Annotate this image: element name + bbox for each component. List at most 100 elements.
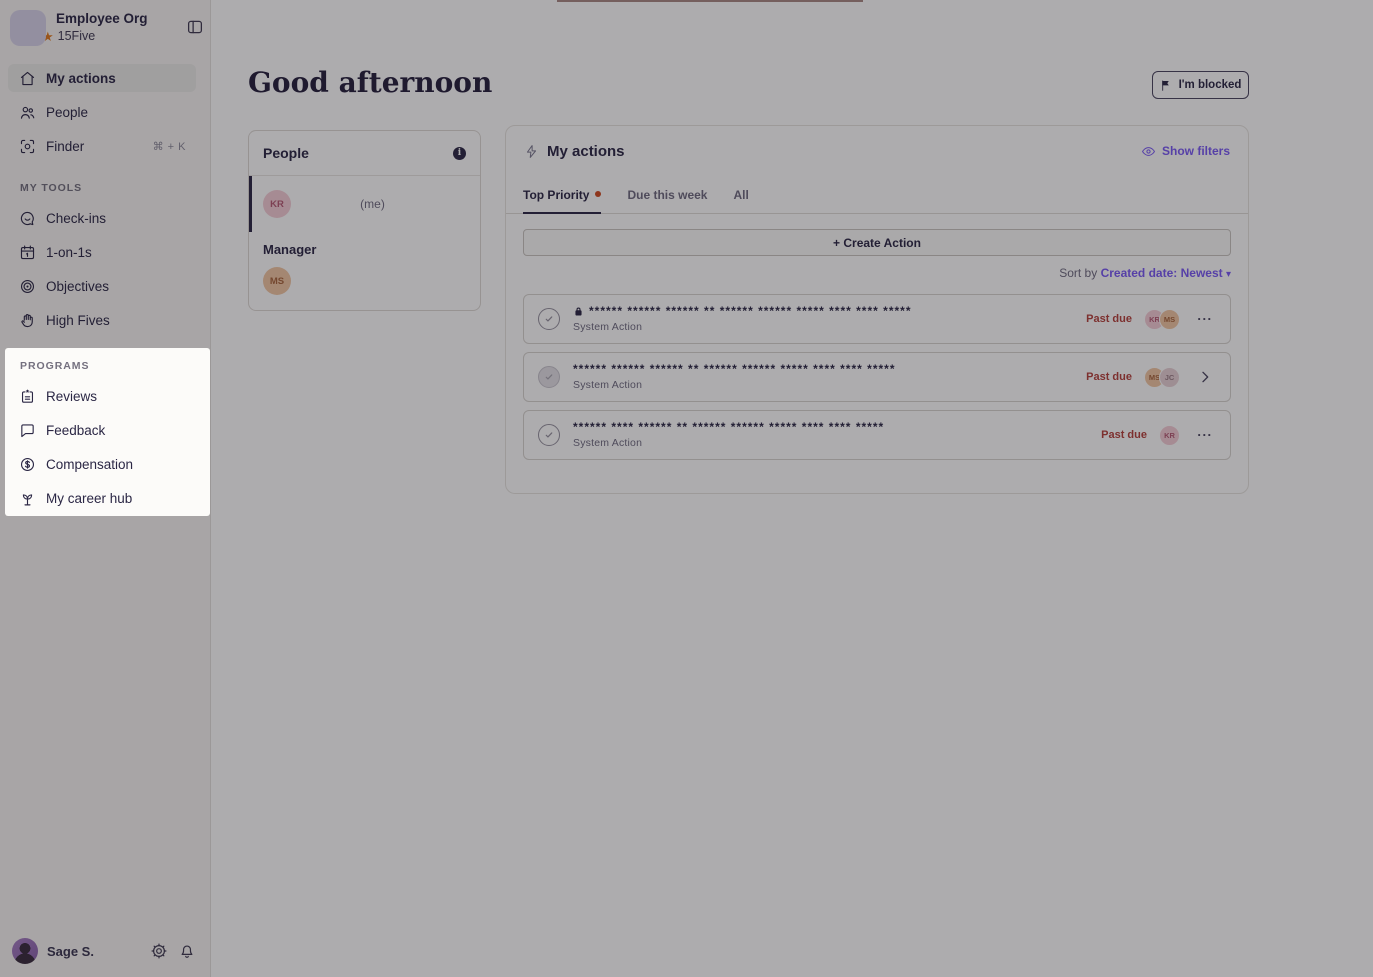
bell-icon[interactable] [178, 942, 196, 960]
sidebar-item-finder[interactable]: Finder ⌘ + K [8, 132, 196, 160]
complete-check-icon[interactable] [538, 366, 560, 388]
my-actions-title: My actions [547, 143, 625, 160]
sidebar: Employee Org ★ 15Five My actions People Fi… [0, 0, 211, 977]
avatar: JC [1159, 366, 1180, 388]
caret-down-icon[interactable]: ▾ [1225, 269, 1231, 280]
compensation-icon [18, 455, 36, 473]
sidebar-item-label: Feedback [46, 422, 106, 438]
assignee-avatars: KR MS [1144, 308, 1180, 330]
action-subtitle: System Action [573, 437, 643, 449]
sidebar-item-label: 1-on-1s [46, 244, 92, 260]
create-action-button[interactable]: + Create Action [523, 229, 1231, 256]
assignee-avatars: MS JC [1144, 366, 1180, 388]
actions-list: ****** ****** ****** ** ****** ****** **… [523, 294, 1231, 468]
complete-check-icon[interactable] [538, 308, 560, 330]
sidebar-item-compensation[interactable]: Compensation [8, 450, 204, 478]
sidebar-item-label: People [46, 104, 89, 120]
feedback-icon [18, 421, 36, 439]
action-row[interactable]: ****** ****** ****** ** ****** ****** **… [523, 294, 1231, 344]
tab-top-priority[interactable]: Top Priority [523, 188, 602, 214]
sidebar-item-reviews[interactable]: Reviews [8, 382, 204, 410]
sidebar-item-label: Check-ins [46, 210, 107, 226]
my-tools-section: MY TOOLS Check-ins 1-on-1s Objectives High … [8, 182, 196, 340]
me-suffix: (me) [360, 197, 385, 211]
show-filters-button[interactable]: Show filters [1141, 144, 1230, 159]
sort-value[interactable]: Created date: Newest [1100, 266, 1223, 280]
finder-icon [18, 137, 36, 155]
avatar: KR [263, 190, 291, 218]
sort-label: Sort by [1059, 266, 1098, 280]
sidebar-item-label: Finder [46, 138, 85, 154]
tab-label: Top Priority [523, 188, 590, 202]
career-hub-icon [18, 489, 36, 507]
due-badge: Past due [1086, 313, 1132, 325]
avatar: MS [1159, 308, 1180, 330]
people-icon [18, 103, 36, 121]
complete-check-icon[interactable] [538, 424, 560, 446]
sidebar-item-label: High Fives [46, 312, 110, 328]
manager-label: Manager [263, 242, 317, 257]
shortcut-hint: ⌘ + K [152, 140, 186, 153]
hand-icon [18, 311, 36, 329]
sidebar-item-my-career-hub[interactable]: My career hub [8, 484, 204, 512]
flag-icon [1160, 79, 1173, 92]
user-avatar[interactable] [12, 938, 38, 964]
info-icon[interactable]: i [453, 146, 466, 160]
tab-all[interactable]: All [733, 188, 748, 213]
actions-tabs: Top Priority Due this week All [506, 188, 1248, 214]
sidebar-nav: My actions People Finder ⌘ + K [8, 64, 196, 166]
collapse-sidebar-icon[interactable] [186, 18, 204, 36]
org-header: Employee Org ★ 15Five [10, 10, 204, 52]
product-name: 15Five [57, 29, 96, 43]
sort-control: Sort by Created date: Newest ▾ [1059, 266, 1231, 280]
sidebar-item-objectives[interactable]: Objectives [8, 272, 196, 300]
tab-label: Due this week [627, 188, 708, 202]
sidebar-item-people[interactable]: People [8, 98, 196, 126]
tab-label: All [733, 188, 749, 202]
people-me-row[interactable]: KR (me) [249, 176, 480, 232]
my-tools-label: MY TOOLS [20, 182, 83, 194]
programs-spotlight: PROGRAMS Reviews Feedback Compensation My c… [5, 348, 210, 516]
user-row: Sage S. [12, 937, 196, 965]
sidebar-item-label: Objectives [46, 278, 110, 294]
due-badge: Past due [1086, 371, 1132, 383]
action-row[interactable]: ****** **** ****** ** ****** ****** ****… [523, 410, 1231, 460]
avatar: KR [1159, 424, 1180, 446]
lightning-bolt-icon [524, 144, 539, 159]
action-title: ****** **** ****** ** ****** ****** ****… [573, 420, 885, 434]
gear-icon[interactable] [150, 942, 168, 960]
greeting-heading: Good afternoon [248, 66, 493, 99]
sidebar-item-label: My career hub [46, 490, 133, 506]
tab-due-this-week[interactable]: Due this week [627, 188, 707, 213]
programs-label: PROGRAMS [20, 360, 90, 372]
priority-dot-icon [595, 191, 602, 197]
action-subtitle: System Action [573, 321, 643, 333]
chevron-right-icon[interactable] [1194, 369, 1216, 385]
my-actions-panel: My actions Show filters Top Priority Due … [505, 125, 1249, 494]
im-blocked-button[interactable]: I'm blocked [1152, 71, 1249, 99]
sidebar-item-high-fives[interactable]: High Fives [8, 306, 196, 334]
sidebar-item-my-actions[interactable]: My actions [8, 64, 196, 92]
org-name: Employee Org [56, 11, 148, 26]
org-avatar [10, 10, 46, 46]
user-name[interactable]: Sage S. [47, 943, 94, 959]
calendar-icon [18, 243, 36, 261]
action-title: ****** ****** ****** ** ****** ****** **… [573, 362, 896, 376]
eye-icon [1141, 144, 1156, 159]
sidebar-item-label: Reviews [46, 388, 98, 404]
star-badge-icon: ★ [42, 28, 54, 44]
sidebar-item-1-on-1s[interactable]: 1-on-1s [8, 238, 196, 266]
action-title: ****** ****** ****** ** ****** ****** **… [573, 305, 1086, 317]
sidebar-item-label: My actions [46, 70, 116, 86]
due-badge: Past due [1101, 429, 1147, 441]
assignee-avatars: KR [1159, 424, 1180, 446]
lock-icon [573, 306, 584, 317]
action-row[interactable]: ****** ****** ****** ** ****** ****** **… [523, 352, 1231, 402]
sidebar-item-check-ins[interactable]: Check-ins [8, 204, 196, 232]
sidebar-item-feedback[interactable]: Feedback [8, 416, 204, 444]
reviews-icon [18, 387, 36, 405]
home-icon [18, 69, 36, 87]
people-card: People i KR (me) Manager MS [248, 130, 481, 311]
avatar[interactable]: MS [263, 267, 291, 295]
